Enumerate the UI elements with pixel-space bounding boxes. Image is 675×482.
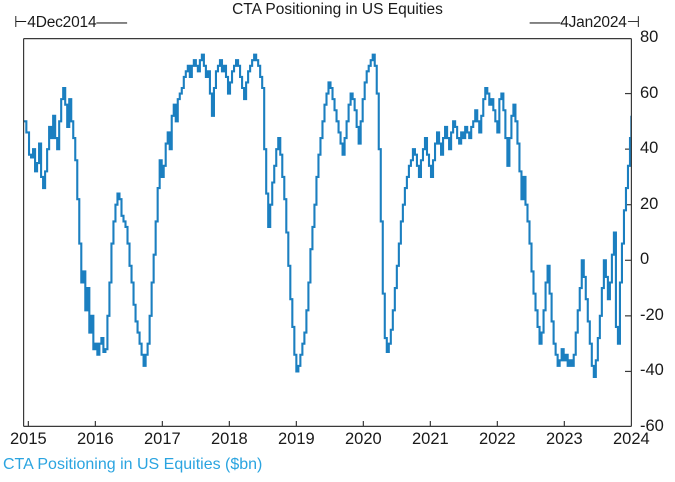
x-tick-label: 2022: [478, 430, 516, 448]
x-tick-label: 2017: [143, 430, 181, 448]
x-tick-label: 2021: [411, 430, 449, 448]
x-tick-label: 2015: [10, 430, 47, 448]
end-date-annotation: ——4Jan2024⊣: [529, 14, 641, 31]
y-tick-label: -20: [640, 305, 664, 324]
series-line-cta-positioning: [23, 53, 632, 379]
y-tick-label: 20: [640, 194, 659, 213]
x-tick-label: 2018: [210, 430, 248, 448]
chart-svg: [23, 38, 632, 427]
y-tick-label: -40: [640, 361, 664, 380]
start-date-annotation: ⊢4Dec2014——: [14, 14, 127, 31]
y-tick-label: 60: [640, 83, 659, 102]
chart-title: CTA Positioning in US Equities: [232, 1, 443, 18]
x-tick-label: 2020: [344, 430, 382, 448]
y-tick-label: 0: [640, 250, 650, 269]
y-tick-label: 40: [640, 139, 659, 158]
x-tick-label: 2019: [277, 430, 315, 448]
y-tick-label: 80: [640, 28, 659, 46]
footer-caption: CTA Positioning in US Equities ($bn): [3, 456, 263, 473]
y-tick-label: -60: [640, 417, 664, 435]
x-tick-label: 2016: [76, 430, 114, 448]
x-tick-label: 2023: [545, 430, 583, 448]
plot-area: [23, 38, 632, 427]
plot-frame: [23, 38, 632, 427]
x-tick-label: 2024: [612, 430, 650, 448]
